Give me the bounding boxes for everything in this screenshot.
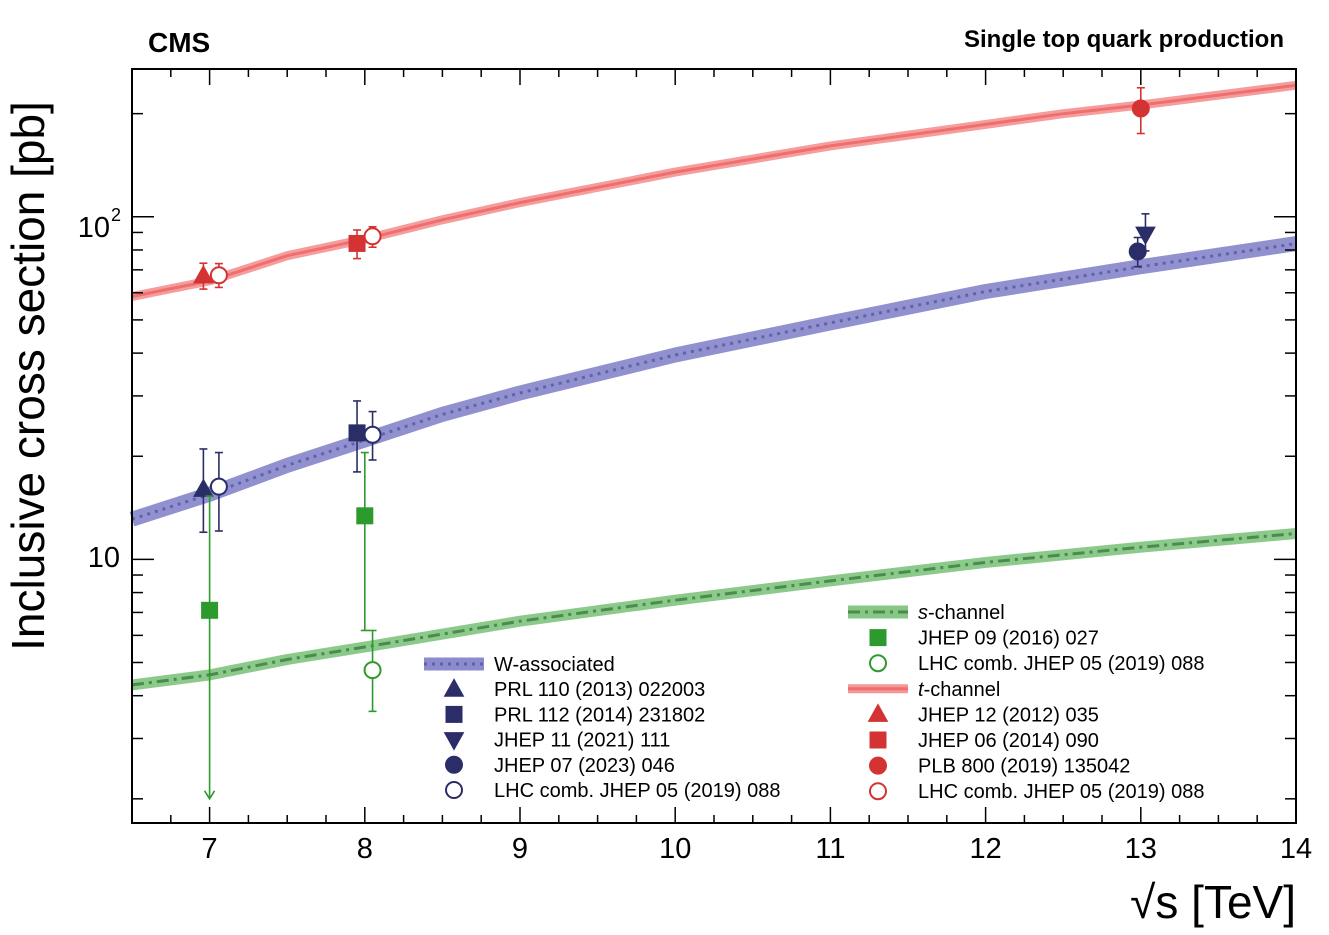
legend-entry: JHEP 12 (2012) 035 — [867, 703, 1099, 726]
legend-label: JHEP 06 (2014) 090 — [918, 730, 1099, 752]
marker-triangle-down — [1135, 226, 1156, 246]
data-point-t-1 — [209, 262, 228, 289]
legend-label: LHC comb. JHEP 05 (2019) 088 — [494, 780, 780, 802]
marker-circle — [363, 661, 382, 680]
legend-entry: PLB 800 (2019) 135042 — [869, 756, 1130, 778]
x-tick-label: 12 — [969, 833, 1001, 865]
legend-marker-circle — [869, 756, 887, 775]
marker-square — [348, 234, 366, 252]
legend-marker-triangle-up — [867, 703, 889, 722]
marker-circle — [363, 425, 382, 444]
y-tick-label-100-exponent: 2 — [111, 205, 121, 225]
data-point-tw-6 — [209, 451, 228, 532]
legend-entry: t-channel — [848, 679, 1000, 701]
data-point-t-2 — [348, 229, 366, 260]
legend-marker-circle — [869, 654, 887, 673]
legend-entry: PRL 110 (2013) 022003 — [443, 678, 705, 701]
data-point-tw-7 — [348, 400, 366, 473]
legend-label: JHEP 12 (2012) 035 — [918, 704, 1099, 726]
legend-label: s-channel — [918, 602, 1005, 624]
x-axis-title: √s [TeV] — [1130, 876, 1296, 928]
marker-square — [348, 424, 366, 442]
measurement-points — [193, 86, 1156, 801]
marker-circle — [209, 266, 228, 285]
legend-label: LHC comb. JHEP 05 (2019) 088 — [918, 781, 1204, 803]
x-tick-label: 7 — [202, 833, 218, 865]
ticks — [131, 69, 1297, 823]
prediction-bands — [129, 80, 1298, 691]
data-point-tw-10 — [1135, 213, 1156, 252]
x-tick-label: 14 — [1280, 833, 1312, 865]
data-point-tw-8 — [363, 410, 382, 461]
legend-label: JHEP 09 (2016) 027 — [918, 628, 1099, 650]
data-point-s-11 — [201, 495, 219, 801]
data-point-s-12 — [356, 451, 374, 632]
marker-triangle-up — [193, 478, 214, 497]
data-point-s-13 — [363, 629, 382, 713]
legend-entry: JHEP 06 (2014) 090 — [869, 730, 1099, 752]
legend-marker-triangle-down — [443, 732, 465, 751]
legend: W-associated PRL 110 (2013) 022003 PRL 112… — [424, 602, 1204, 803]
legend-label: JHEP 11 (2021) 111 — [494, 730, 670, 752]
legend-marker-triangle-up — [443, 678, 465, 697]
cms-label: CMS — [148, 27, 210, 58]
data-point-tw-9 — [1128, 236, 1147, 268]
legend-label: JHEP 07 (2023) 046 — [494, 755, 675, 777]
legend-label: W-associated — [494, 654, 615, 676]
legend-label: PLB 800 (2019) 135042 — [918, 756, 1130, 778]
legend-entry: JHEP 07 (2023) 046 — [445, 755, 675, 777]
data-point-t-4 — [1131, 86, 1150, 135]
plot-frame — [131, 68, 1297, 824]
legend-marker-circle — [445, 755, 463, 774]
w-associated-central-line — [131, 242, 1297, 521]
legend-entry: JHEP 11 (2021) 111 — [443, 730, 670, 752]
legend-entry: LHC comb. JHEP 05 (2019) 088 — [869, 653, 1204, 675]
data-point-t-0 — [193, 262, 214, 290]
legend-label: t-channel — [918, 679, 1000, 701]
x-tick-labels: 7 8 9 10 11 12 13 14 — [202, 833, 1313, 865]
x-tick-label: 8 — [357, 833, 373, 865]
legend-entry: W-associated — [424, 654, 615, 676]
legend-marker-square — [869, 731, 887, 749]
upper-limit-arrow — [203, 790, 216, 801]
legend-entry: LHC comb. JHEP 05 (2019) 088 — [869, 781, 1204, 803]
data-point-tw-5 — [193, 448, 214, 534]
legend-entry: JHEP 09 (2016) 027 — [869, 628, 1099, 650]
legend-entry: LHC comb. JHEP 05 (2019) 088 — [445, 780, 780, 802]
x-tick-label: 9 — [512, 833, 528, 865]
s-channel-central-line — [131, 532, 1297, 687]
legend-marker-circle — [869, 782, 887, 801]
y-axis-title: Inclusive cross section [pb] — [2, 101, 54, 651]
legend-entry: s-channel — [848, 602, 1005, 624]
legend-marker-square — [869, 629, 887, 647]
t-channel-central-line — [131, 83, 1297, 298]
x-tick-label: 10 — [659, 833, 691, 865]
legend-label: PRL 110 (2013) 022003 — [494, 679, 705, 701]
marker-circle — [1131, 99, 1150, 118]
marker-triangle-up — [193, 264, 214, 284]
axes: 7 8 9 10 11 12 13 14 10 10 2 — [78, 68, 1313, 865]
legend-label: PRL 112 (2014) 231802 — [494, 704, 705, 726]
marker-circle — [209, 477, 228, 496]
y-tick-label-10: 10 — [88, 542, 120, 574]
legend-marker-square — [445, 705, 463, 723]
x-tick-label: 13 — [1125, 833, 1157, 865]
marker-square — [356, 507, 374, 525]
legend-entry: PRL 112 (2014) 231802 — [445, 704, 705, 726]
data-point-t-3 — [363, 225, 382, 249]
chart-subtitle: Single top quark production — [964, 26, 1284, 53]
legend-label: LHC comb. JHEP 05 (2019) 088 — [918, 653, 1204, 675]
legend-marker-circle — [445, 781, 463, 799]
w-associated-band — [129, 236, 1298, 527]
x-tick-label: 11 — [815, 833, 845, 865]
y-tick-label-100: 10 — [78, 212, 110, 244]
marker-square — [201, 601, 219, 619]
marker-circle — [363, 227, 382, 246]
